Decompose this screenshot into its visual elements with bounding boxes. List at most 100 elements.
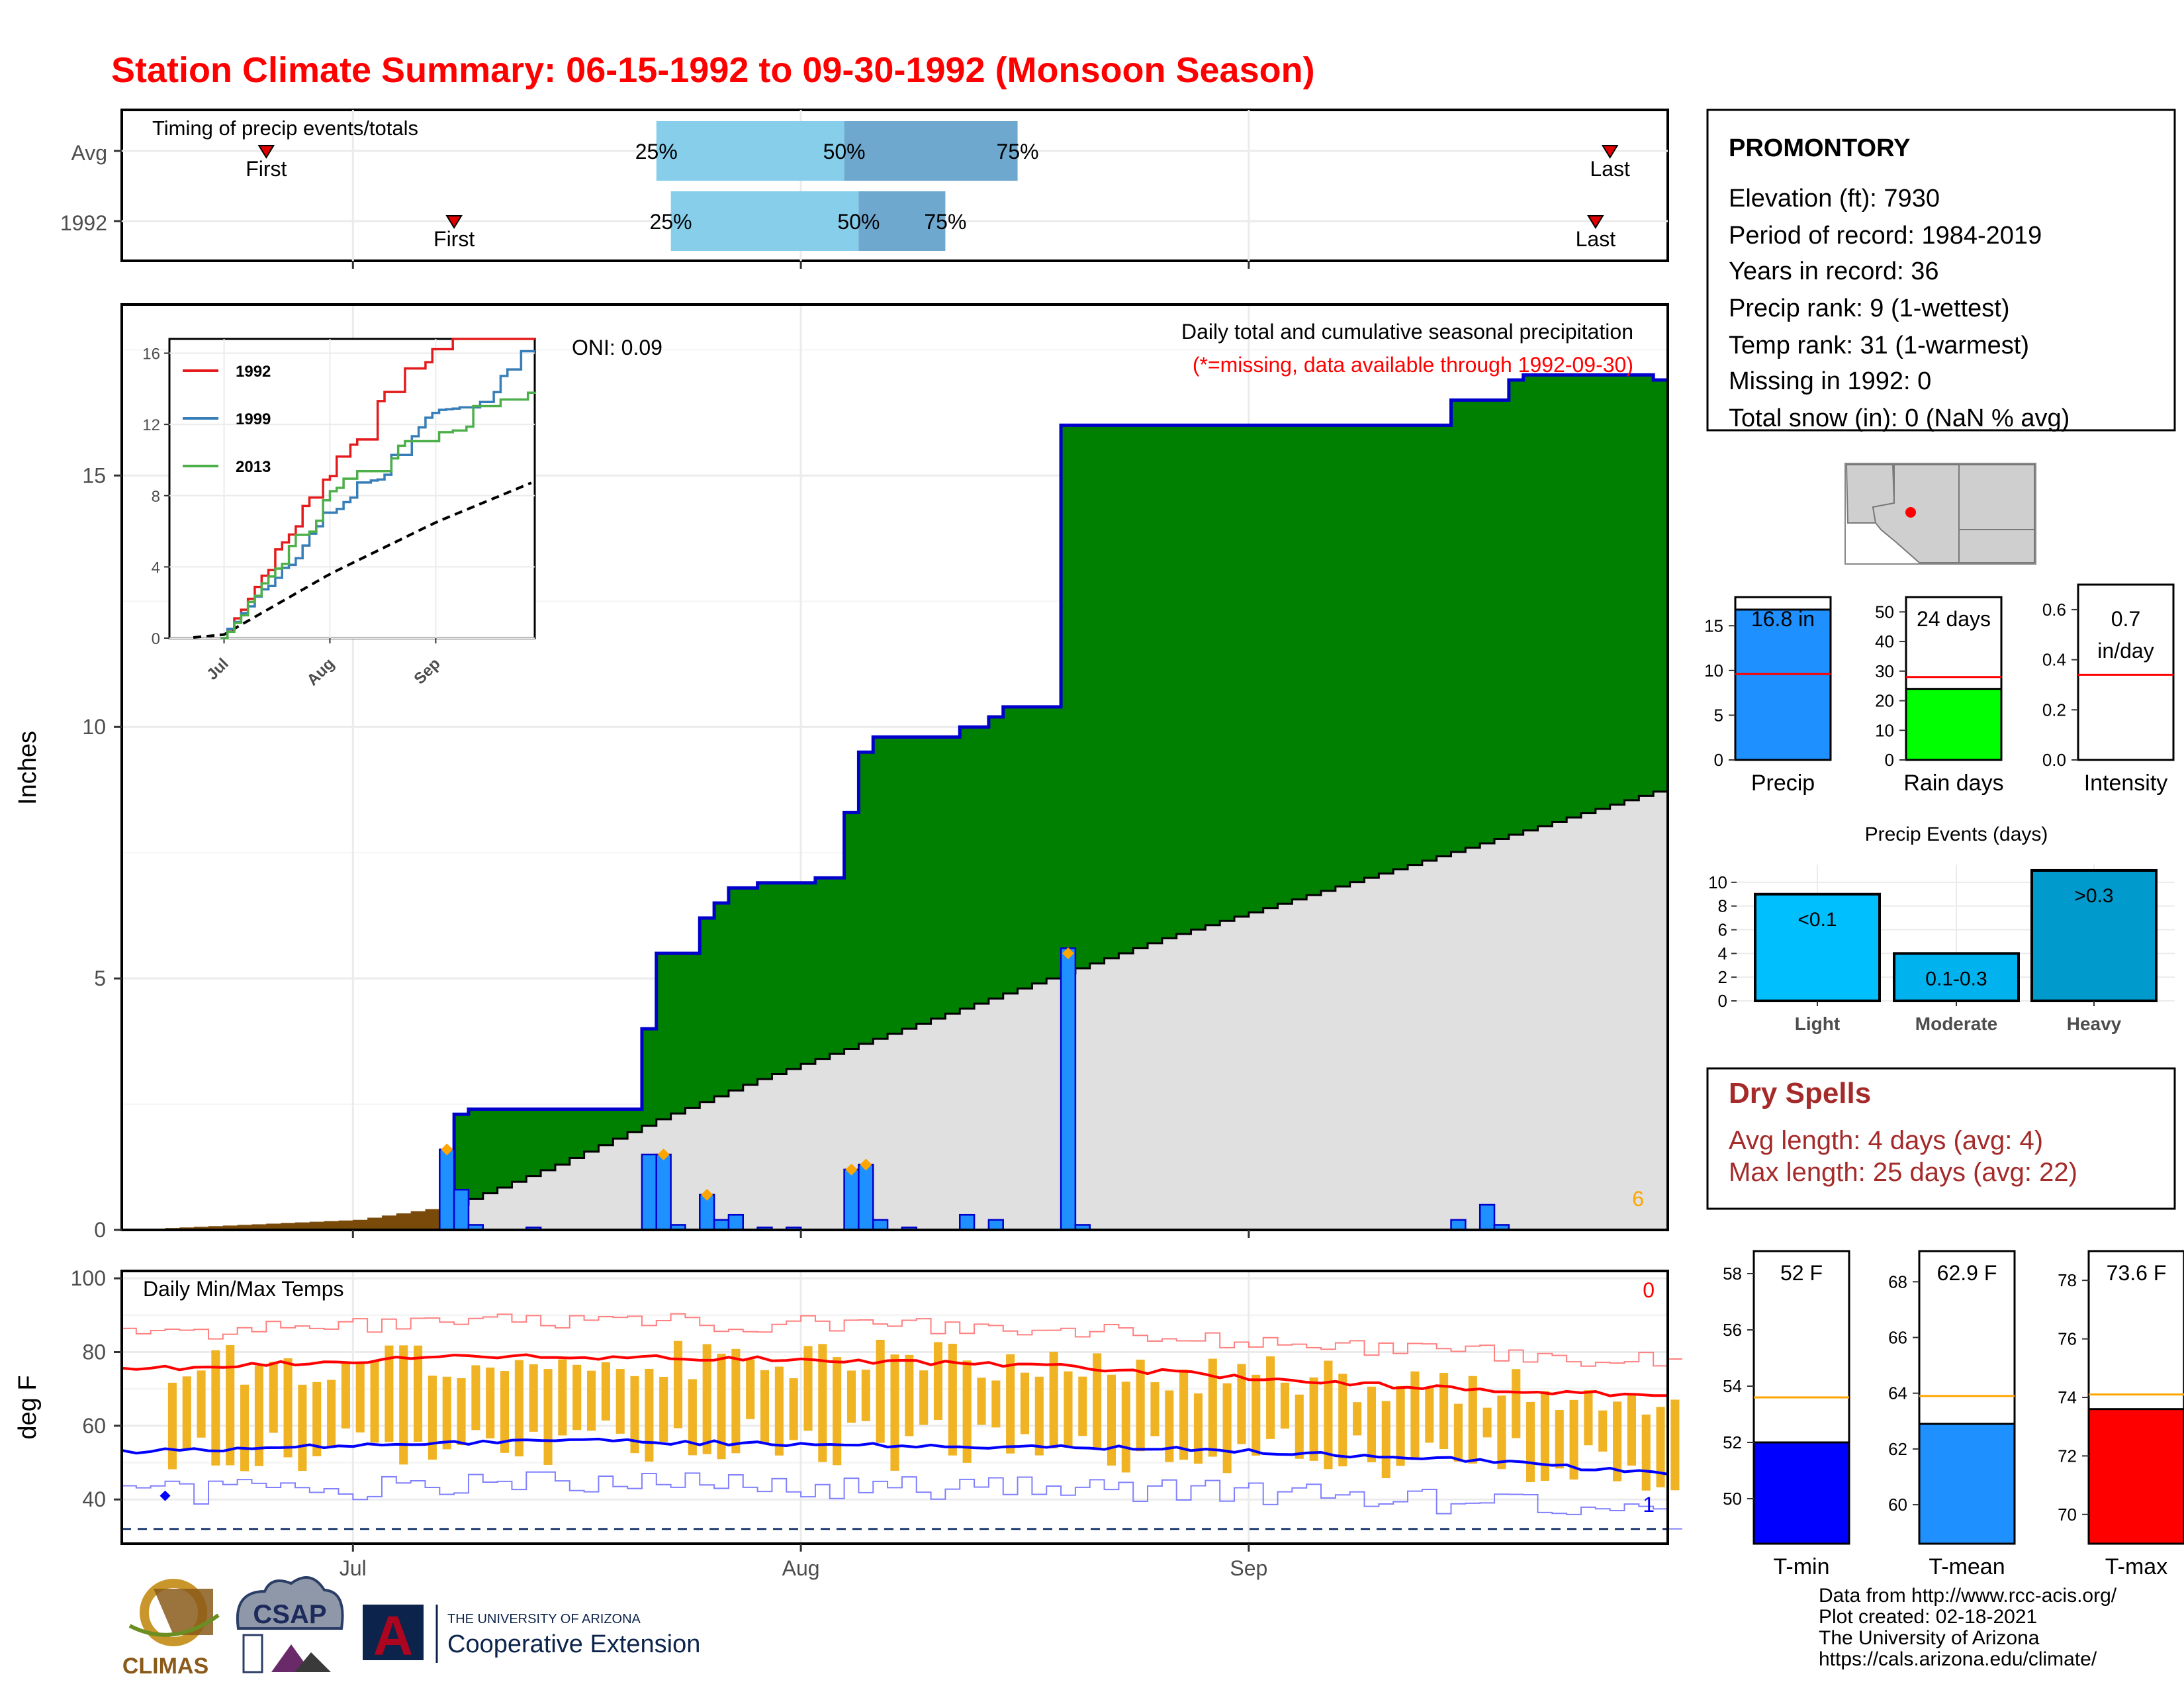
daily-temp-range-bar bbox=[471, 1365, 480, 1430]
daily-temp-range-bar bbox=[1251, 1374, 1261, 1456]
t-max-ytick-label: 72 bbox=[2058, 1446, 2077, 1466]
intensity-ytick-label: 0.6 bbox=[2042, 600, 2066, 620]
station-elevation: Elevation (ft): 7930 bbox=[1729, 185, 1940, 212]
events-bar-label-heavy: >0.3 bbox=[2074, 885, 2113, 907]
daily-temp-range-bar bbox=[846, 1370, 856, 1423]
temp-xtick-label: Sep bbox=[1230, 1556, 1267, 1580]
daily-precip-bar bbox=[858, 1163, 874, 1231]
station-period: Period of record: 1984-2019 bbox=[1729, 222, 2042, 250]
timing-last-marker bbox=[1587, 215, 1604, 229]
csap-logo: CSAP bbox=[236, 1576, 344, 1673]
inset-avg-line bbox=[193, 481, 532, 639]
precip-axis-label: Precip bbox=[1751, 771, 1815, 796]
daily-precip-bar bbox=[727, 1213, 745, 1231]
temp-count-top: 0 bbox=[1643, 1278, 1655, 1302]
daily-precip-marker bbox=[1062, 947, 1074, 960]
t-mean-ytick-label: 60 bbox=[1888, 1495, 1907, 1515]
events-bar-light bbox=[1754, 892, 1881, 1002]
timing-p50-label: 50% bbox=[823, 140, 866, 164]
daily-temp-range-bar bbox=[1598, 1410, 1608, 1452]
record-low-marker bbox=[159, 1490, 171, 1501]
rain-days-axis-label: Rain days bbox=[1903, 771, 2003, 796]
main-y-axis: 0 5 10 15 bbox=[82, 463, 1250, 1242]
daily-temp-range-bar bbox=[645, 1368, 654, 1462]
daily-temp-range-bar bbox=[1324, 1360, 1333, 1470]
events-bar-moderate bbox=[1893, 952, 2020, 1002]
station-missing: Missing in 1992: 0 bbox=[1729, 367, 1931, 395]
t-max-ytick-label: 78 bbox=[2058, 1270, 2077, 1290]
main-ytick-label: 10 bbox=[82, 715, 106, 739]
daily-temp-range-bar bbox=[774, 1366, 784, 1456]
timing-first-label: First bbox=[433, 227, 475, 251]
ua-logo-top-text: THE UNIVERSITY OF ARIZONA bbox=[447, 1612, 641, 1626]
temp-ytick-label: 80 bbox=[82, 1340, 106, 1364]
daily-temp-range-bar bbox=[1222, 1383, 1232, 1474]
inset-series-1999 bbox=[220, 350, 535, 639]
daily-temp-range-bar bbox=[1468, 1376, 1477, 1464]
daily-temp-range-bar bbox=[977, 1378, 986, 1425]
precip-ytick-label: 10 bbox=[1704, 661, 1723, 680]
daily-temp-range-bar bbox=[818, 1344, 827, 1462]
events-ytick-label: 6 bbox=[1718, 920, 1727, 940]
daily-temp-range-bar bbox=[182, 1376, 191, 1450]
t-min-ytick-label: 50 bbox=[1723, 1489, 1742, 1509]
main-caption: Daily total and cumulative seasonal prec… bbox=[1181, 320, 1633, 344]
daily-temp-range-bar bbox=[1670, 1399, 1680, 1491]
timing-row-avg-label: Avg bbox=[71, 141, 107, 165]
temp-y-label: deg F bbox=[14, 1375, 42, 1439]
daily-temp-range-bar bbox=[803, 1346, 813, 1431]
station-info-box: PROMONTORY Elevation (ft): 7930 Period o… bbox=[1706, 109, 2176, 432]
rain-days-bar bbox=[1905, 688, 2003, 761]
timing-last-label: Last bbox=[1590, 157, 1630, 181]
intensity-ytick-label: 0.4 bbox=[2042, 650, 2066, 670]
temp-x-axis: Jul Aug Sep bbox=[340, 1544, 1267, 1580]
credit-plot-created: Plot created: 02-18-2021 bbox=[1819, 1606, 2037, 1628]
daily-temp-range-bar bbox=[399, 1345, 408, 1465]
t-max-axis-label: T-max bbox=[2105, 1554, 2167, 1579]
daily-temp-range-bar bbox=[905, 1354, 914, 1436]
temp-xtick-label: Aug bbox=[782, 1556, 820, 1580]
daily-temp-range-bar bbox=[500, 1371, 510, 1453]
events-ytick-label: 0 bbox=[1718, 991, 1727, 1011]
daily-temp-range-bar bbox=[1367, 1386, 1376, 1463]
daily-precip-bar bbox=[872, 1219, 889, 1231]
daily-temp-range-bar bbox=[1338, 1374, 1347, 1467]
daily-precip-bar bbox=[713, 1219, 730, 1231]
t-mean-axis-label: T-mean bbox=[1929, 1554, 2005, 1579]
timing-first-marker bbox=[445, 215, 463, 229]
timing-last-label: Last bbox=[1576, 227, 1616, 251]
climas-logo: CLIMAS bbox=[122, 1579, 220, 1679]
daily-temp-range-bar bbox=[1020, 1372, 1030, 1434]
daily-temp-range-bar bbox=[890, 1354, 899, 1471]
t-max-ytick-label: 76 bbox=[2058, 1329, 2077, 1349]
dry-spells-max: Max length: 25 days (avg: 22) bbox=[1729, 1158, 2077, 1187]
daily-temp-range-bar bbox=[1512, 1369, 1521, 1438]
temp-xtick-label: Jul bbox=[340, 1556, 367, 1580]
daily-temp-range-bar bbox=[1656, 1407, 1665, 1487]
daily-precip-bar bbox=[1060, 947, 1077, 1231]
inset-ytick-label: 8 bbox=[152, 488, 160, 506]
daily-precip-bar bbox=[1479, 1203, 1496, 1231]
ua-logo-bottom-text: Cooperative Extension bbox=[447, 1630, 700, 1658]
timing-marks: 25% 50% 75% First Last 25% 50% 75% First Last bbox=[246, 121, 1630, 251]
daily-precip-bar bbox=[958, 1213, 976, 1231]
precip-events-content: 0 2 4 6 8 10 <0.1 Light 0.1-0.3 Moderate >0.3 Heavy bbox=[1708, 865, 2175, 1034]
figure-title: Station Climate Summary: 06-15-1992 to 0… bbox=[111, 50, 1315, 90]
temp-ytick-label: 60 bbox=[82, 1414, 106, 1438]
t-max-value-label: 73.6 F bbox=[2107, 1261, 2167, 1285]
daily-temp-range-bar bbox=[1034, 1376, 1044, 1456]
main-y-label: Inches bbox=[14, 731, 42, 805]
daily-temp-range-bar bbox=[789, 1378, 798, 1440]
t-min-value-label: 52 F bbox=[1780, 1261, 1823, 1285]
main-corner-count: 6 bbox=[1632, 1187, 1644, 1211]
daily-temp-range-bar bbox=[269, 1362, 278, 1433]
rain-days-value-label: 24 days bbox=[1917, 607, 1991, 631]
credit-data-source: Data from http://www.rcc-acis.org/ bbox=[1819, 1585, 2117, 1607]
daily-temp-range-bar bbox=[1410, 1371, 1420, 1460]
daily-temp-range-bar bbox=[1497, 1395, 1506, 1470]
t-min-bar bbox=[1752, 1441, 1850, 1545]
avg-max-temp-line bbox=[121, 1353, 1668, 1397]
daily-temp-range-bar bbox=[558, 1359, 567, 1436]
credits: Data from http://www.rcc-acis.org/ Plot … bbox=[1819, 1585, 2117, 1670]
